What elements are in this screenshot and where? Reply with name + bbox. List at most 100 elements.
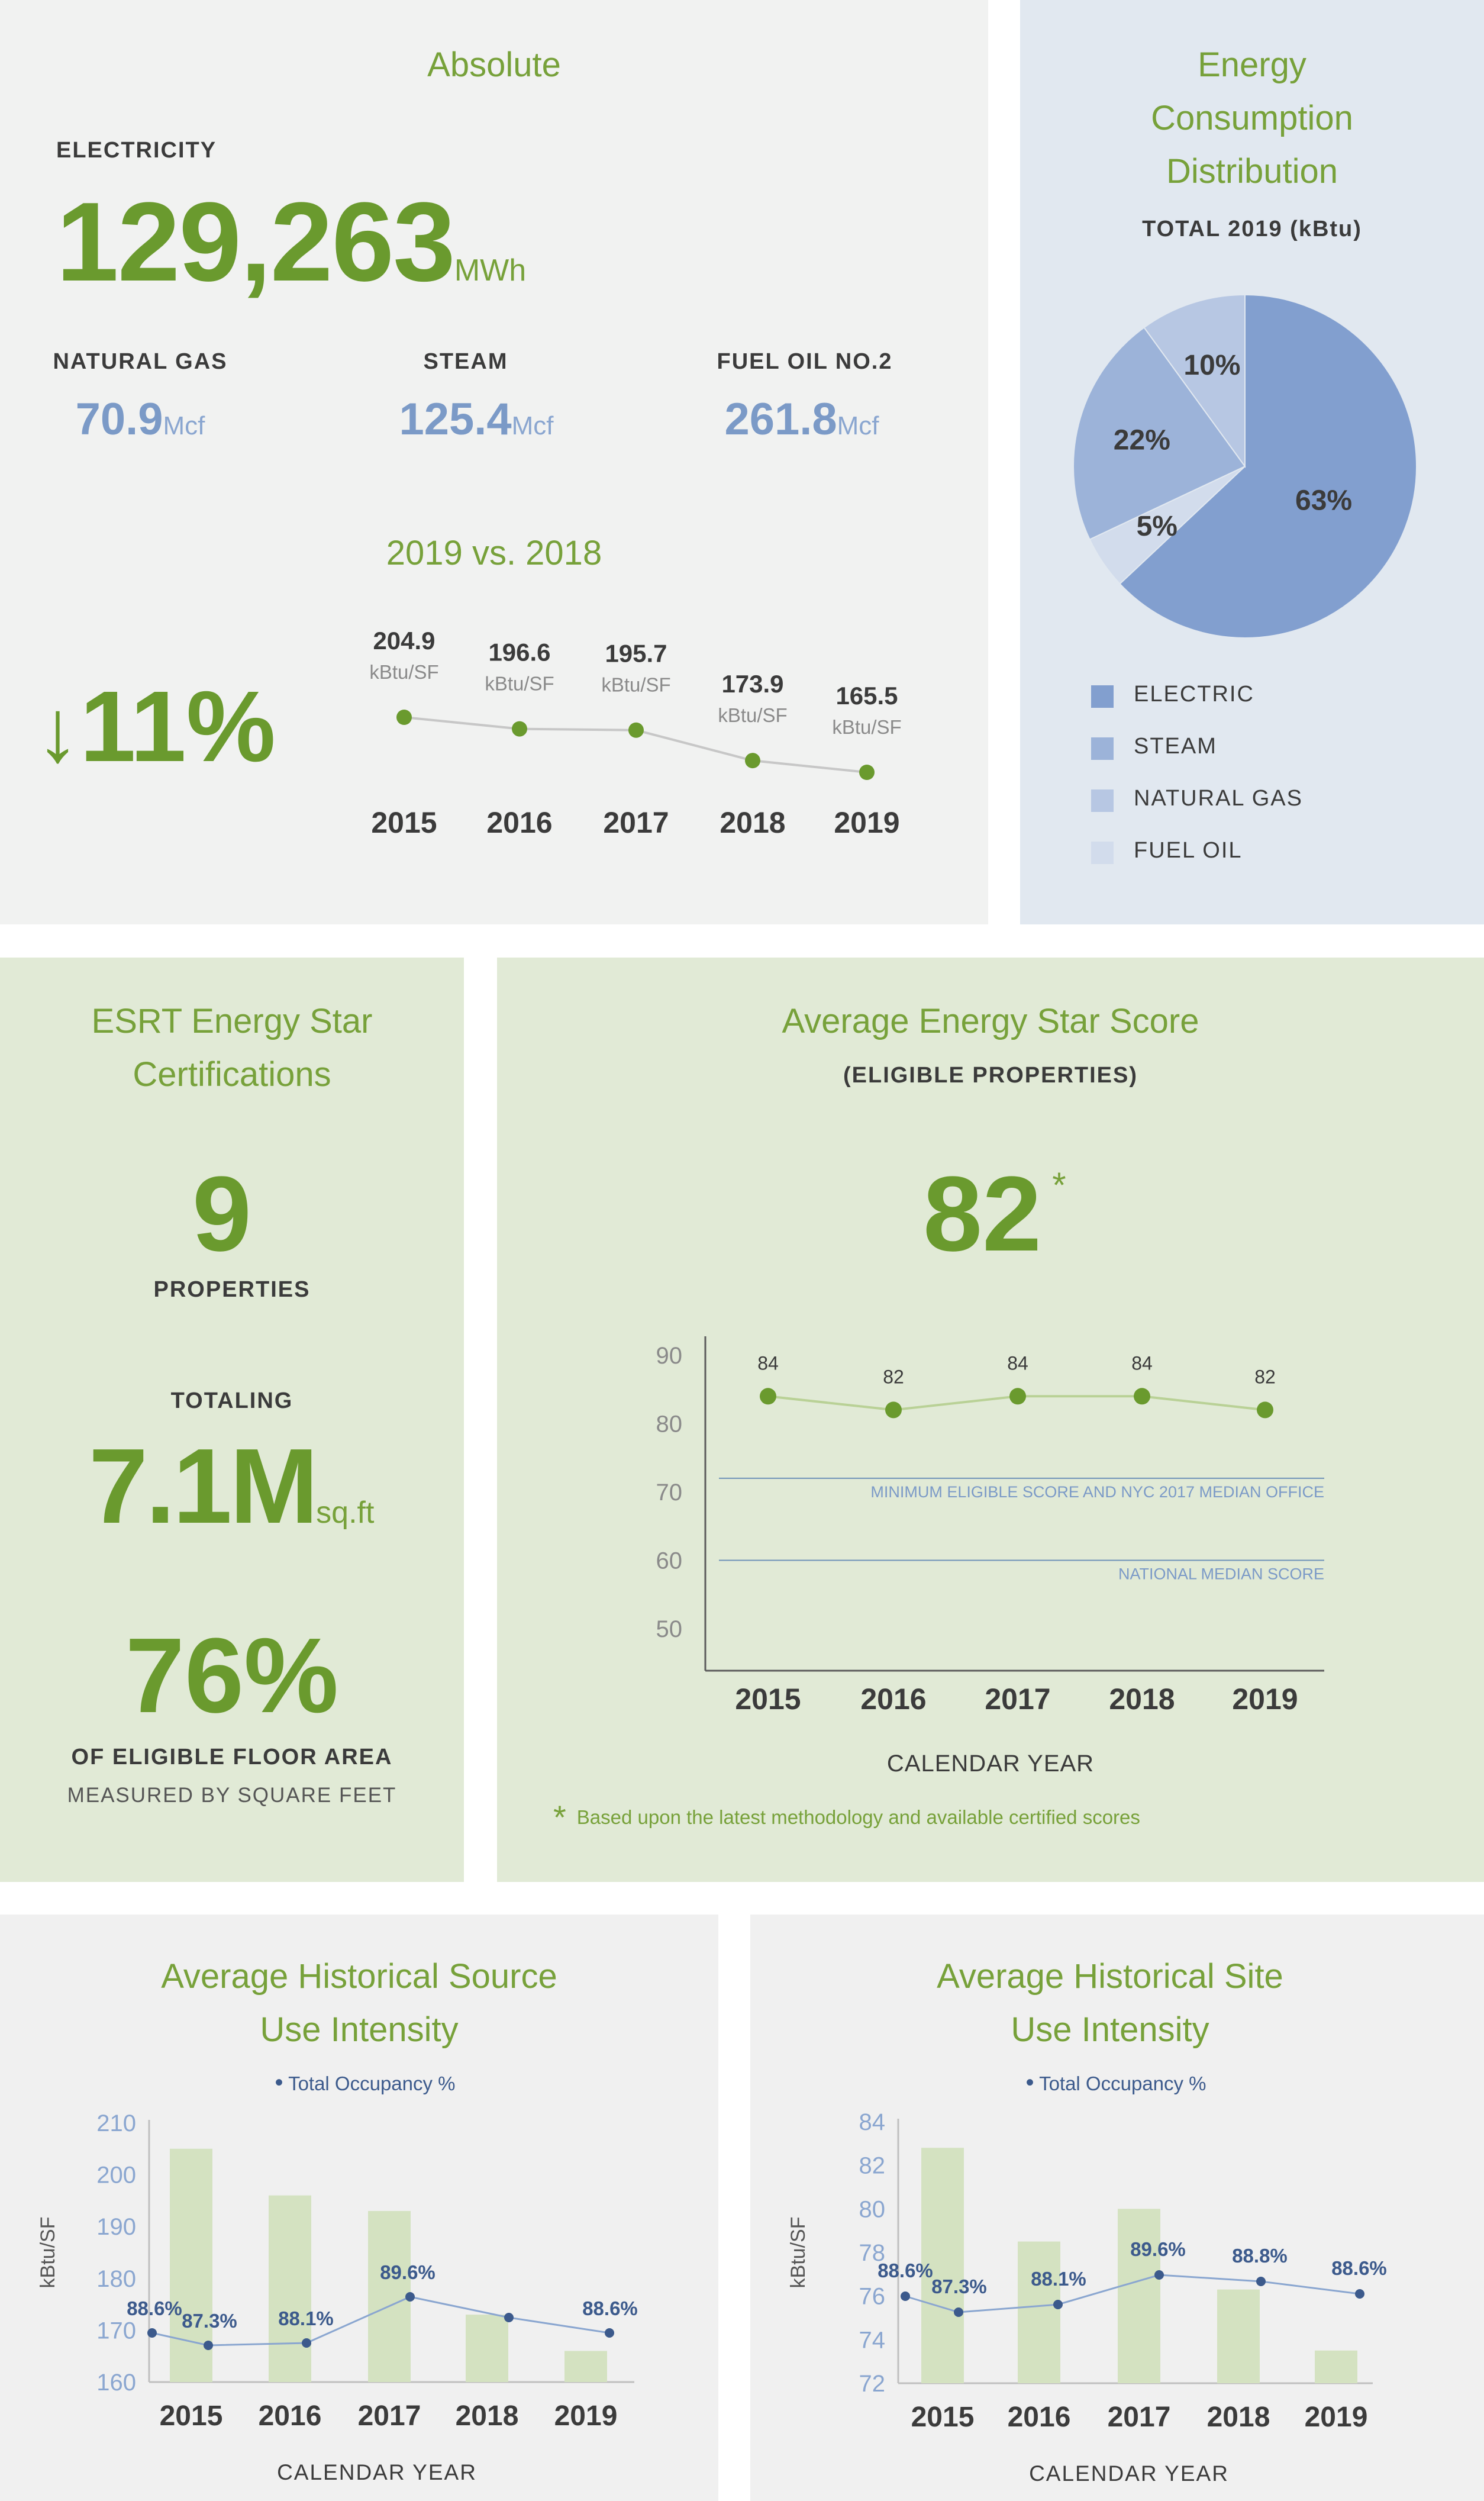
src-chart-bar-2018 <box>466 2315 508 2382</box>
fuel-unit-fuel-oil: Mcf <box>837 411 879 440</box>
fuel-label-steam: STEAM <box>423 349 508 374</box>
star-value-label-2015: 84 <box>757 1352 779 1374</box>
legend-swatch-fuel-oil <box>1091 842 1114 864</box>
legend-label-electric: ELECTRIC <box>1134 682 1254 707</box>
energy-star-title: Average Energy Star Score <box>782 1002 1199 1040</box>
site-chart-bar-2019 <box>1315 2350 1357 2383</box>
src-chart-bar-2017 <box>368 2210 411 2382</box>
src-chart-x-tick-2017: 2017 <box>358 2400 421 2432</box>
eui-value-label-2019: 165.5 <box>835 682 898 710</box>
site-chart-occupancy-point-3 <box>1154 2270 1164 2280</box>
star-x-axis-title: CALENDAR YEAR <box>887 1751 1094 1777</box>
star-reference-label-0: MINIMUM ELIGIBLE SCORE AND NYC 2017 MEDI… <box>870 1483 1324 1501</box>
fuel-value-fuel-oil: 261.8 <box>724 394 837 444</box>
src-chart-y-tick-190: 190 <box>96 2214 136 2240</box>
legend-swatch-natural-gas <box>1091 789 1114 812</box>
eligible-area-sublabel: MEASURED BY SQUARE FEET <box>67 1784 397 1807</box>
src-chart-occupancy-label-1: 87.3% <box>182 2310 237 2332</box>
energy-star-asterisk: * <box>1052 1165 1066 1205</box>
src-chart-occupancy-label-3: 89.6% <box>380 2261 435 2283</box>
site-chart-bar-2017 <box>1118 2209 1160 2383</box>
eligible-area-label: OF ELIGIBLE FLOOR AREA <box>71 1745 393 1770</box>
site-intensity-legend: • Total Occupancy % <box>1025 2070 1206 2096</box>
site-chart-y-tick-76: 76 <box>859 2284 886 2310</box>
energy-star-footnote: * Based upon the latest methodology and a… <box>553 1798 1140 1836</box>
site-chart-occupancy-label-1: 87.3% <box>931 2276 987 2297</box>
properties-label: PROPERTIES <box>153 1277 311 1302</box>
src-chart-bar-2016 <box>269 2195 311 2382</box>
src-chart-x-tick-2016: 2016 <box>259 2400 322 2432</box>
site-chart-y-tick-78: 78 <box>859 2240 886 2266</box>
src-chart-y-tick-210: 210 <box>96 2110 136 2136</box>
src-chart-y-tick-170: 170 <box>96 2318 136 2344</box>
eui-unit-label-2016: kBtu/SF <box>485 673 554 695</box>
site-intensity-panel: Average Historical Site Use Intensity • … <box>750 1915 1484 2501</box>
eui-value-label-2015: 204.9 <box>373 627 435 655</box>
star-year-label-2016: 2016 <box>860 1683 926 1716</box>
site-chart-occupancy-point-4 <box>1256 2277 1266 2286</box>
source-intensity-title-line-2: Use Intensity <box>260 2010 459 2049</box>
fuel-label-fuel-oil: FUEL OIL NO.2 <box>717 349 893 374</box>
certified-properties-count: 9 <box>192 1155 252 1274</box>
footnote-asterisk: * <box>553 1799 566 1836</box>
certified-area-figure: 7.1Msq.ft <box>89 1425 374 1548</box>
certifications-panel: ESRT Energy Star Certifications 9 PROPER… <box>0 958 464 1882</box>
site-chart-x-tick-2019: 2019 <box>1305 2402 1368 2433</box>
energy-star-subtitle: (ELIGIBLE PROPERTIES) <box>843 1063 1138 1088</box>
star-reference-label-1: NATIONAL MEDIAN SCORE <box>1118 1565 1324 1583</box>
pie-label-fuel-oil: 5% <box>1137 511 1177 542</box>
source-intensity-panel: Average Historical Source Use Intensity … <box>0 1915 718 2501</box>
site-intensity-title-line-2: Use Intensity <box>1011 2010 1209 2049</box>
down-arrow-icon: ↓ <box>36 681 80 780</box>
star-value-label-2016: 82 <box>883 1366 904 1387</box>
electricity-label: ELECTRICITY <box>56 138 217 163</box>
pie-slice-electric <box>1119 294 1417 639</box>
src-chart-occupancy-line <box>151 2296 610 2347</box>
star-year-label-2019: 2019 <box>1232 1683 1298 1716</box>
src-chart-y-tick-180: 180 <box>96 2266 136 2292</box>
fuel-figure-fuel-oil: 261.8Mcf <box>724 394 879 445</box>
star-point-2015 <box>760 1388 776 1405</box>
site-chart-y-tick-72: 72 <box>859 2371 886 2397</box>
eui-year-label-2015: 2015 <box>371 806 437 839</box>
distribution-title-line-3: Distribution <box>1166 152 1338 191</box>
star-year-label-2015: 2015 <box>735 1683 801 1716</box>
star-point-2017 <box>1009 1388 1026 1405</box>
fuel-unit-steam: Mcf <box>511 411 554 440</box>
src-chart-y-tick-160: 160 <box>96 2370 136 2396</box>
src-chart-occupancy-point-1 <box>204 2341 213 2350</box>
occupancy-marker-icon: • <box>1025 2070 1034 2096</box>
eui-year-label-2019: 2019 <box>834 806 899 839</box>
source-intensity-legend-label: Total Occupancy % <box>288 2073 456 2094</box>
electricity-unit: MWh <box>454 253 527 288</box>
eui-point-2018 <box>745 753 760 769</box>
absolute-panel: Absolute ELECTRICITY 129,263MWh NATURAL … <box>0 0 988 924</box>
energy-star-score-figure: 82 * <box>923 1153 1066 1275</box>
eui-trend-chart: 204.9 kBtu/SF 2015 196.6 kBtu/SF 2016 195.7 kBt… <box>369 627 901 839</box>
site-chart-occupancy-label-5: 88.6% <box>1331 2257 1387 2279</box>
electricity-figure: 129,263MWh <box>56 178 526 307</box>
site-chart-y-tick-84: 84 <box>859 2109 886 2135</box>
distribution-pie-chart: 63% 5% 22% 10% <box>1073 294 1417 639</box>
star-y-tick-60: 60 <box>656 1548 683 1574</box>
site-chart-occupancy-label-2: 88.1% <box>1031 2268 1086 2290</box>
distribution-title-line-2: Consumption <box>1151 99 1353 137</box>
certifications-title-line-2: Certifications <box>133 1055 331 1094</box>
electricity-value: 129,263 <box>56 179 456 305</box>
src-chart-y-tick-200: 200 <box>96 2162 136 2189</box>
eui-unit-label-2018: kBtu/SF <box>718 704 787 726</box>
change-figure: ↓11% <box>36 669 276 785</box>
footnote-text: Based upon the latest methodology and av… <box>576 1806 1140 1828</box>
site-chart-bar-2018 <box>1217 2289 1260 2383</box>
site-intensity-title-line-1: Average Historical Site <box>937 1957 1283 1996</box>
fuel-figure-natural-gas: 70.9Mcf <box>76 394 205 445</box>
src-chart-x-axis-title: CALENDAR YEAR <box>277 2460 477 2484</box>
legend-label-fuel-oil: FUEL OIL <box>1134 838 1243 863</box>
pie-label-natural-gas: 10% <box>1183 350 1240 381</box>
site-chart-x-tick-2018: 2018 <box>1207 2402 1270 2433</box>
eui-year-label-2016: 2016 <box>486 806 552 839</box>
eui-point-2017 <box>628 722 644 738</box>
eui-unit-label-2017: kBtu/SF <box>601 674 670 696</box>
site-chart-occupancy-line <box>905 2274 1360 2313</box>
site-chart-bar-2015 <box>921 2148 964 2383</box>
